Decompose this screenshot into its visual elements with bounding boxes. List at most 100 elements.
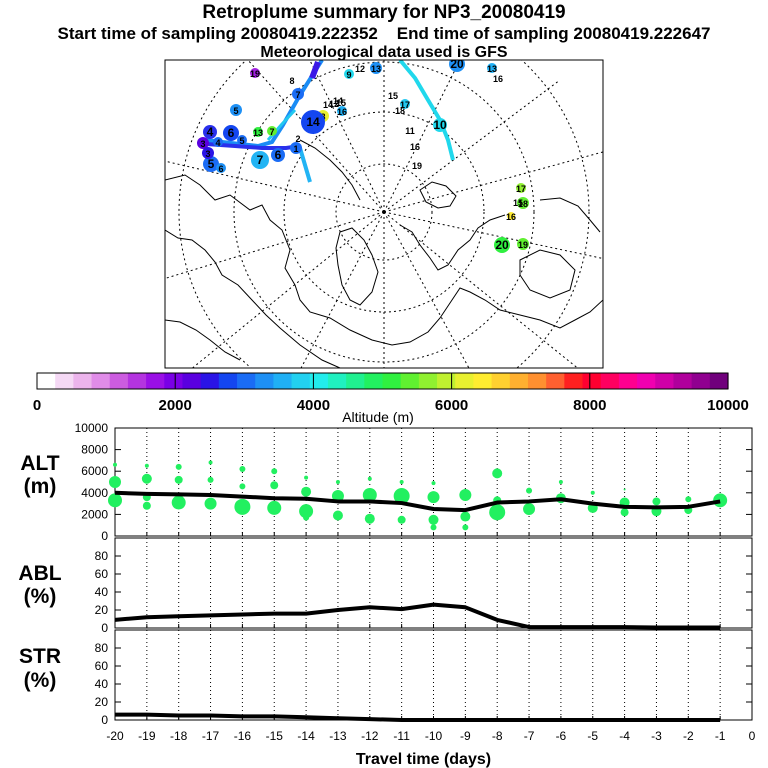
y-tick-label: 0 xyxy=(101,621,108,635)
altitude-cluster-point xyxy=(558,480,563,484)
plume-marker xyxy=(267,126,277,136)
altitude-cluster-point xyxy=(271,468,278,475)
trajectory-path xyxy=(398,60,455,161)
series-line-abl xyxy=(114,602,721,630)
colorbar-swatch xyxy=(546,373,565,389)
colorbar-swatch xyxy=(600,373,620,389)
altitude-cluster-point xyxy=(430,524,437,531)
plume-marker-label: 20 xyxy=(450,57,464,71)
plume-markers: 1987912131416151817101116192078141354567… xyxy=(197,57,529,253)
met-data-label: Meteorological data used is GFS xyxy=(260,44,508,61)
colorbar-swatch xyxy=(564,373,584,389)
x-tick-label: -13 xyxy=(329,729,347,743)
colorbar-swatch xyxy=(418,373,438,389)
altitude-cluster-point xyxy=(239,466,246,473)
colorbar-swatch xyxy=(509,373,529,389)
colorbar-swatch xyxy=(346,373,365,389)
plume-marker xyxy=(449,60,465,72)
altitude-cluster-point xyxy=(399,480,404,484)
trajectory-path xyxy=(309,60,321,80)
colorbar-swatch xyxy=(109,373,129,389)
plume-marker-label: 16 xyxy=(337,107,347,117)
altitude-cluster-point xyxy=(239,483,246,490)
colorbar-swatch xyxy=(255,373,274,389)
altitude-cluster-point xyxy=(175,463,182,470)
plume-marker-label: 3 xyxy=(200,139,205,149)
plume-marker xyxy=(203,125,217,139)
plume-marker xyxy=(290,142,302,154)
altitude-cluster-point xyxy=(113,462,117,467)
colorbar-swatch xyxy=(55,373,74,389)
y-tick-label: 40 xyxy=(95,585,109,599)
panel-unit-label: (%) xyxy=(24,669,57,692)
colorbar-tick-label: 10000 xyxy=(707,397,749,414)
altitude-cluster-point xyxy=(459,488,472,501)
colorbar-swatch xyxy=(637,373,656,389)
plume-marker xyxy=(292,88,304,100)
altitude-cluster-point xyxy=(620,508,629,517)
x-tick-label: -5 xyxy=(587,729,598,743)
trajectory-path xyxy=(204,60,324,149)
colorbar-swatch xyxy=(364,373,384,389)
plume-marker xyxy=(202,147,214,159)
plume-marker xyxy=(251,151,269,169)
plume-marker xyxy=(494,237,510,253)
x-tick-label: -7 xyxy=(524,729,535,743)
colorbar-swatch xyxy=(400,373,420,389)
altitude-cluster-point xyxy=(303,514,310,521)
plume-marker xyxy=(250,68,260,78)
plume-marker-label: 5 xyxy=(233,106,238,116)
x-tick-label: -20 xyxy=(106,729,124,743)
altitude-cluster-point xyxy=(526,487,533,494)
plume-marker xyxy=(223,125,239,141)
colorbar-swatch xyxy=(691,373,711,389)
y-tick-label: 80 xyxy=(95,549,109,563)
y-tick-label: 4000 xyxy=(81,486,108,500)
altitude-cluster-point xyxy=(623,488,626,491)
plume-marker-label: 12 xyxy=(329,99,339,109)
colorbar-swatch xyxy=(382,373,402,389)
altitude-cluster-point xyxy=(462,524,469,531)
x-tick-label: -4 xyxy=(619,729,630,743)
colorbar-swatch xyxy=(618,373,638,389)
plume-marker xyxy=(344,69,354,79)
altitude-cluster-point xyxy=(144,463,149,468)
colorbar-swatch xyxy=(709,373,729,389)
altitude-cluster-point xyxy=(207,476,214,483)
plume-marker xyxy=(197,137,209,149)
colorbar-swatch xyxy=(218,373,238,389)
plume-marker-label: 15 xyxy=(513,198,523,208)
plume-marker-label: 9 xyxy=(346,70,351,80)
colorbar-swatch xyxy=(437,373,456,389)
altitude-cluster-point xyxy=(109,476,121,488)
plume-marker xyxy=(517,238,529,250)
x-axis-label: Travel time (days) xyxy=(356,751,491,768)
coastlines xyxy=(165,139,603,368)
plume-marker-label: 19 xyxy=(518,240,528,250)
x-tick-label: -12 xyxy=(361,729,379,743)
plume-marker xyxy=(433,118,447,132)
panel-label: ABL xyxy=(18,562,61,585)
plume-marker-label: 15 xyxy=(388,91,398,101)
plume-marker-label: 2 xyxy=(295,134,300,144)
x-tick-label: -14 xyxy=(297,729,315,743)
panel-unit-label: (%) xyxy=(24,585,57,608)
x-tick-label: -6 xyxy=(556,729,567,743)
x-tick-label: -8 xyxy=(492,729,503,743)
x-tick-label: -1 xyxy=(715,729,726,743)
x-tick-label: -2 xyxy=(683,729,694,743)
y-tick-label: 0 xyxy=(101,529,108,543)
colorbar-tick-label: 4000 xyxy=(297,397,330,414)
altitude-cluster-point xyxy=(141,473,152,484)
altitude-cluster-point xyxy=(427,491,440,504)
plume-marker-label: 6 xyxy=(275,148,282,162)
x-tick-label: -3 xyxy=(651,729,662,743)
map-frame xyxy=(164,59,604,369)
plume-marker-label: 5 xyxy=(239,136,244,146)
x-tick-label: -9 xyxy=(460,729,471,743)
colorbar-label: Altitude (m) xyxy=(342,409,414,425)
plume-marker-label: 19 xyxy=(412,161,422,171)
plume-marker-label: 18 xyxy=(518,199,528,209)
altitude-cluster-point xyxy=(460,511,471,522)
